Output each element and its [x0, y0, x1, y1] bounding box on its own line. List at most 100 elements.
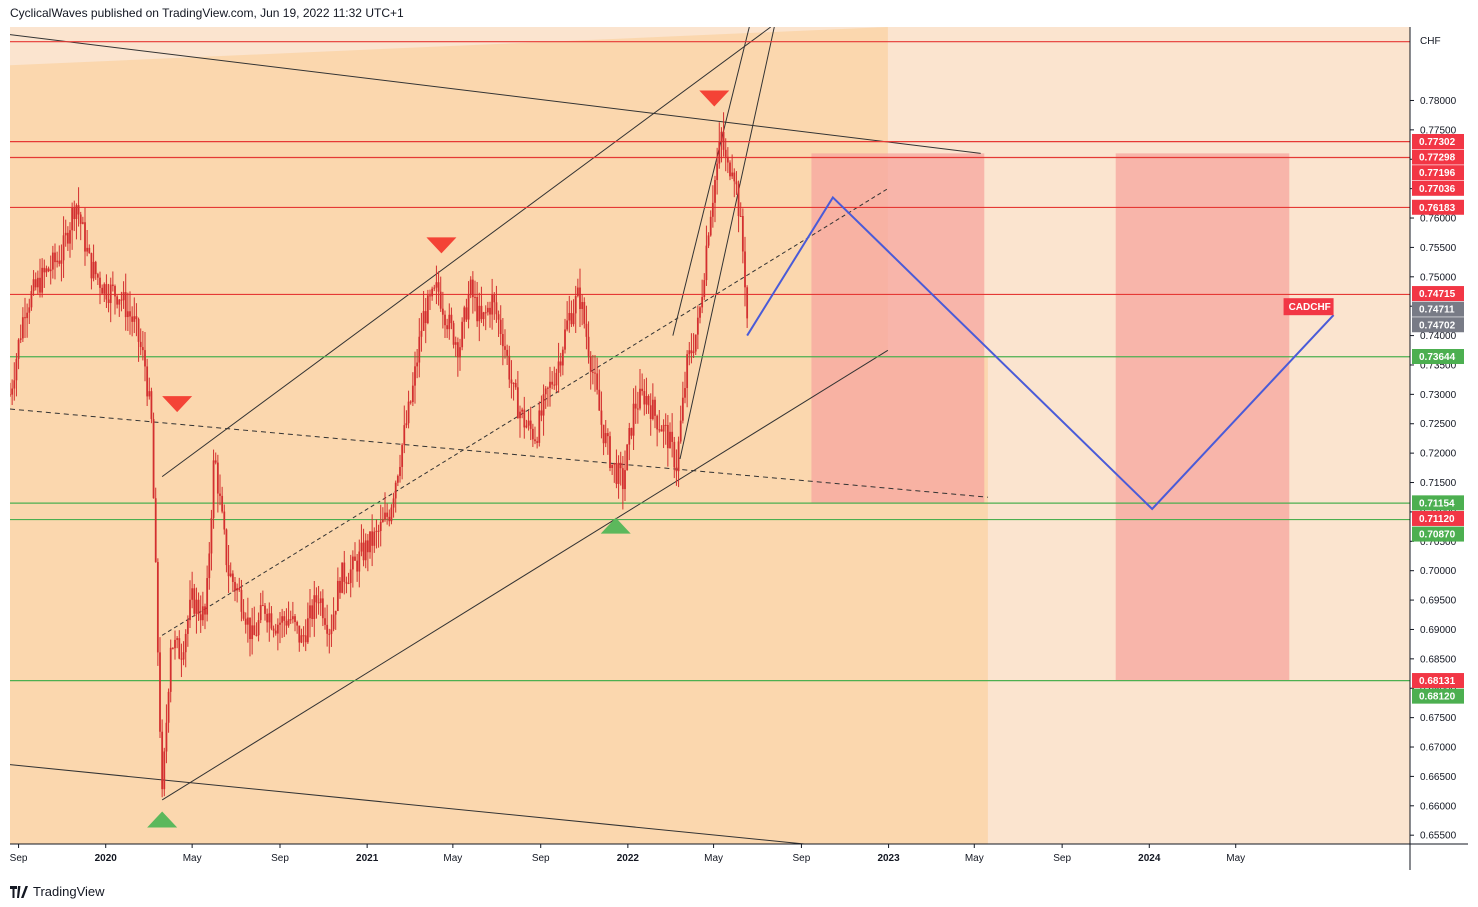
candle-body [36, 277, 39, 288]
candle-body [399, 466, 401, 476]
candle-body [684, 388, 686, 398]
candle-body [660, 429, 663, 432]
candle-body [41, 267, 44, 293]
candle-body [373, 531, 376, 546]
price-level-badge-text: 0.77302 [1419, 137, 1456, 148]
candle-body [28, 307, 31, 313]
candle-body [570, 312, 573, 325]
candle-body [184, 633, 187, 653]
candle-body [51, 252, 54, 270]
candle-body [604, 433, 607, 444]
candle-body [465, 307, 468, 320]
candle-body [111, 284, 114, 287]
candle-body [349, 569, 352, 584]
candle-body [471, 279, 474, 298]
candle-body [379, 521, 382, 532]
candle-body [647, 396, 650, 406]
candle-body [88, 247, 91, 254]
price-tick-label: 0.73000 [1420, 390, 1457, 401]
candle-body [444, 314, 446, 326]
candle-body [729, 162, 731, 177]
candle-body [407, 401, 410, 424]
wedge-upper-line [672, 27, 750, 336]
candle-body [146, 366, 149, 397]
candlestick-series [10, 112, 749, 798]
price-tick-label: 0.74000 [1420, 331, 1457, 342]
candle-body [669, 431, 671, 449]
time-tick-label: Sep [793, 853, 811, 864]
price-level-badge [1412, 688, 1464, 704]
candle-body [182, 652, 185, 660]
candle-body [716, 163, 719, 181]
candle-body [514, 382, 517, 388]
candle-body [632, 403, 635, 436]
candle-body [356, 560, 359, 572]
candle-body [276, 624, 279, 634]
candle-body [613, 463, 616, 465]
candle-body [193, 588, 196, 614]
candle-body [437, 282, 440, 292]
candle-body [201, 606, 204, 621]
candle-body [58, 260, 61, 264]
candle-body [744, 251, 746, 288]
candle-body [178, 638, 181, 659]
price-level-badge [1412, 301, 1464, 317]
footer-brand[interactable]: TradingView [10, 884, 105, 899]
candle-body [701, 297, 704, 308]
candle-body [96, 274, 99, 278]
candle-body [606, 433, 609, 437]
price-tick-label: 0.70500 [1420, 537, 1457, 548]
candle-body [589, 356, 592, 372]
candle-body [491, 294, 494, 315]
ascending-channel-mid-line [161, 188, 889, 636]
candle-body [439, 291, 442, 309]
candle-body [163, 751, 166, 790]
candle-body [461, 321, 464, 348]
candle-body [386, 512, 389, 517]
candle-body [99, 277, 101, 288]
candle-body [208, 553, 211, 579]
candle-body [90, 253, 93, 279]
candle-body [707, 235, 710, 246]
price-level-badge [1412, 349, 1464, 365]
price-level-badge-text: 0.76183 [1419, 203, 1456, 214]
candle-body [186, 620, 189, 634]
candle-body [103, 284, 106, 294]
candle-body [609, 436, 611, 469]
candle-body [555, 372, 558, 386]
candle-body [711, 202, 714, 217]
candle-body [339, 580, 341, 593]
time-tick-label: Sep [10, 853, 28, 864]
candle-body [583, 302, 586, 324]
price-tick-label: 0.72000 [1420, 449, 1457, 460]
candle-body [261, 605, 264, 607]
candle-body [324, 618, 326, 625]
candle-body [594, 372, 596, 374]
candle-body [456, 342, 459, 358]
candle-body [167, 691, 170, 723]
candle-body [416, 362, 419, 367]
time-tick-label: May [443, 853, 462, 864]
candle-body [116, 296, 119, 305]
candle-body [341, 562, 344, 593]
candle-body [141, 347, 144, 351]
price-level-badge-text: 0.77196 [1419, 168, 1456, 179]
price-tick-label: 0.72500 [1420, 419, 1457, 430]
candle-body [227, 565, 230, 577]
candle-body [231, 573, 234, 582]
candle-body [62, 235, 65, 261]
candle-body [371, 531, 374, 546]
candle-body [531, 428, 534, 440]
candle-body [313, 595, 316, 620]
candle-body [174, 639, 176, 649]
currency-label: CHF [1420, 36, 1441, 47]
candle-body [10, 394, 11, 396]
candle-body [546, 387, 549, 389]
candle-body [469, 279, 472, 295]
candle-body [223, 511, 226, 530]
candle-body [169, 647, 172, 692]
price-tick-label: 0.68500 [1420, 654, 1457, 665]
candle-body [268, 613, 271, 623]
candle-body [377, 530, 380, 532]
